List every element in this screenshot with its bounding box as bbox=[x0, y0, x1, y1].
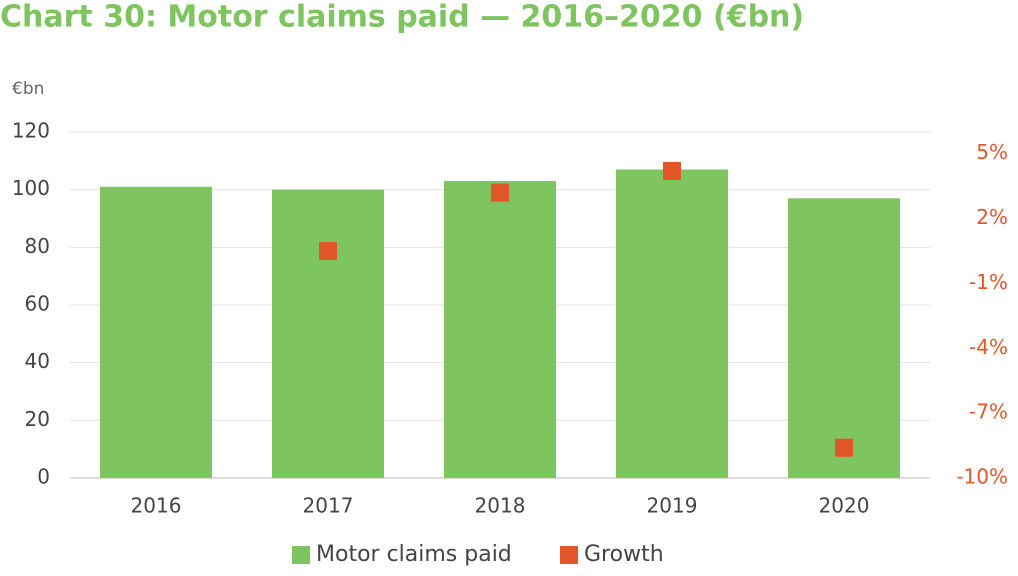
y-tick-label: 100 bbox=[12, 176, 50, 200]
y2-tick-label: 5% bbox=[976, 140, 1008, 164]
x-tick-label: 2016 bbox=[131, 494, 182, 518]
y2-tick-label: 2% bbox=[976, 205, 1008, 229]
point bbox=[663, 161, 681, 180]
x-tick-label: 2017 bbox=[303, 494, 354, 518]
y-axis-label: €bn bbox=[12, 79, 44, 99]
y-tick-label: 120 bbox=[12, 119, 50, 143]
y2-tick-label: -7% bbox=[969, 400, 1008, 424]
x-tick-label: 2020 bbox=[819, 494, 870, 518]
bar bbox=[616, 169, 728, 478]
legend-swatch bbox=[292, 546, 310, 564]
y-tick-label: 40 bbox=[25, 349, 50, 373]
y2-tick-label: -4% bbox=[969, 335, 1008, 359]
bar bbox=[100, 186, 212, 479]
legend-label: Growth bbox=[584, 542, 664, 567]
point bbox=[491, 183, 509, 202]
bar bbox=[272, 189, 384, 478]
point bbox=[319, 241, 337, 260]
point bbox=[835, 438, 853, 457]
y2-tick-label: -1% bbox=[969, 270, 1008, 294]
bar bbox=[444, 181, 556, 478]
y-tick-label: 0 bbox=[37, 465, 50, 489]
x-tick-label: 2019 bbox=[647, 494, 698, 518]
x-tick-label: 2018 bbox=[475, 494, 526, 518]
y2-tick-label: -10% bbox=[956, 465, 1008, 489]
legend-label: Motor claims paid bbox=[316, 542, 512, 567]
y-tick-label: 80 bbox=[25, 234, 50, 258]
legend-swatch bbox=[560, 546, 578, 564]
y-tick-label: 60 bbox=[25, 292, 50, 316]
chart-title: Chart 30: Motor claims paid — 2016–2020 … bbox=[0, 0, 804, 35]
bar bbox=[788, 198, 900, 479]
y-tick-label: 20 bbox=[25, 407, 50, 431]
